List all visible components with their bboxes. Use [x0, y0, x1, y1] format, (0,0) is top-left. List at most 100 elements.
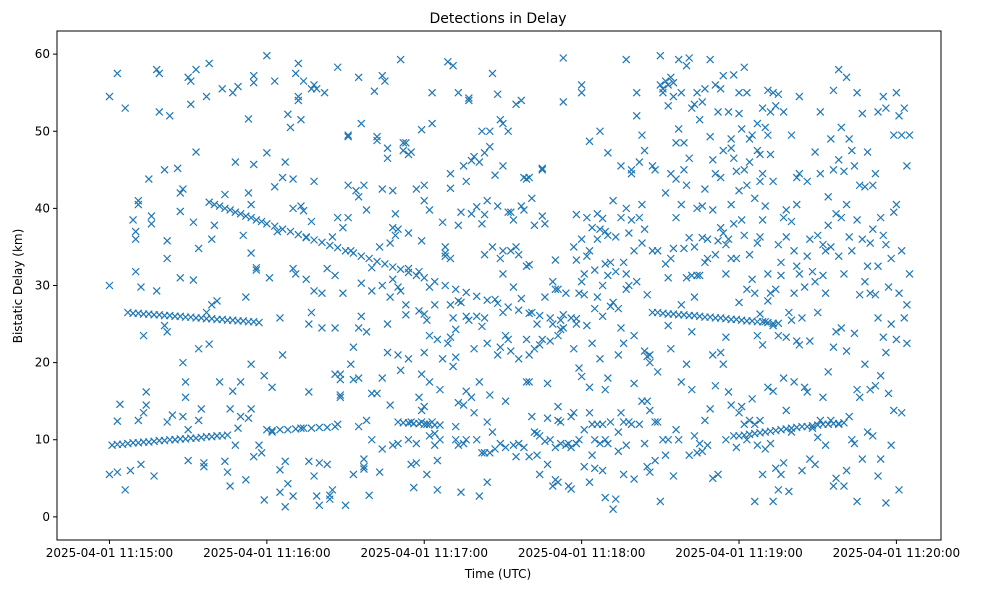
detection-point	[816, 108, 825, 116]
detection-point	[527, 308, 536, 317]
detection-point	[858, 235, 867, 244]
detection-point	[270, 182, 279, 191]
detection-point	[378, 445, 387, 453]
detection-point	[422, 316, 431, 325]
detection-point	[496, 115, 505, 124]
detection-point	[236, 209, 245, 218]
detection-point	[819, 240, 827, 249]
detection-point	[868, 225, 877, 234]
detection-point	[745, 158, 754, 167]
detection-point	[861, 277, 869, 286]
detection-point	[606, 258, 615, 267]
detection-point	[307, 217, 316, 226]
detection-point	[116, 400, 124, 409]
detection-point	[480, 210, 489, 219]
detection-point	[742, 435, 751, 444]
detection-point	[268, 383, 277, 392]
detection-point	[614, 428, 623, 436]
detection-point	[362, 327, 371, 336]
detection-point	[433, 485, 442, 494]
detection-point	[902, 339, 911, 348]
detection-point	[672, 213, 680, 222]
detection-point	[546, 337, 555, 345]
detection-point	[876, 371, 885, 380]
detection-point	[325, 495, 334, 504]
y-axis-label: Bistatic Delay (km)	[11, 229, 25, 344]
detection-point	[682, 181, 691, 190]
detection-point	[847, 246, 856, 255]
detection-point	[491, 295, 499, 304]
detection-point	[603, 439, 612, 448]
detection-point	[763, 383, 772, 392]
detection-point	[905, 270, 914, 278]
detection-point	[742, 181, 751, 190]
detection-point	[748, 275, 757, 284]
detection-point	[811, 148, 820, 157]
detection-point	[664, 81, 673, 89]
detection-point	[758, 104, 767, 113]
detection-point	[247, 360, 256, 369]
detection-point	[638, 200, 646, 209]
detection-point	[619, 258, 628, 267]
detection-point	[517, 294, 526, 303]
detection-point	[142, 401, 151, 409]
detection-point	[388, 263, 397, 271]
detection-point	[879, 92, 888, 101]
detection-point	[304, 320, 313, 328]
detection-point	[842, 347, 851, 355]
detection-point	[829, 482, 838, 490]
detection-point	[577, 277, 586, 286]
detection-point	[420, 181, 429, 190]
detection-point	[220, 190, 229, 199]
detection-point	[504, 127, 513, 136]
detection-point	[386, 239, 395, 248]
detection-point	[572, 256, 581, 264]
detection-point	[680, 165, 688, 174]
detection-point	[564, 439, 573, 448]
detection-point	[451, 285, 460, 294]
detection-point	[333, 420, 342, 429]
detection-point	[160, 165, 169, 174]
detection-point	[478, 448, 486, 457]
detection-point	[543, 460, 552, 469]
detection-point	[567, 412, 576, 421]
detection-point	[346, 360, 355, 369]
detection-point	[645, 350, 654, 359]
detection-point	[367, 263, 376, 272]
detection-point	[889, 406, 898, 415]
detection-point	[680, 244, 688, 253]
detection-point	[863, 428, 872, 436]
detection-point	[588, 339, 597, 348]
detection-point	[165, 111, 174, 120]
detection-point	[648, 308, 657, 317]
detection-point	[478, 322, 486, 331]
detection-point	[499, 308, 507, 317]
detection-point	[582, 213, 591, 222]
detection-point	[895, 111, 903, 120]
detection-point	[365, 254, 374, 263]
y-tick-label: 10	[35, 433, 50, 447]
detection-point	[727, 144, 736, 153]
detection-point	[433, 335, 442, 344]
detection-point	[451, 422, 460, 431]
detection-point	[742, 285, 751, 294]
detection-point	[729, 219, 738, 228]
detection-point	[449, 313, 458, 322]
detection-point	[766, 439, 775, 448]
x-tick-label: 2025-04-01 11:15:00	[46, 546, 173, 560]
detection-point	[858, 455, 867, 463]
detection-point	[606, 418, 615, 426]
detection-point	[774, 485, 783, 494]
chart-title: Detections in Delay	[429, 11, 566, 27]
detection-point	[417, 370, 426, 379]
detection-point	[632, 277, 641, 286]
detection-point	[714, 470, 722, 479]
detection-point	[472, 435, 481, 444]
detection-point	[698, 233, 707, 242]
detection-point	[210, 200, 219, 209]
detection-point	[596, 439, 604, 448]
detection-point	[105, 92, 114, 101]
detection-point	[310, 236, 318, 244]
detection-point	[362, 416, 371, 425]
